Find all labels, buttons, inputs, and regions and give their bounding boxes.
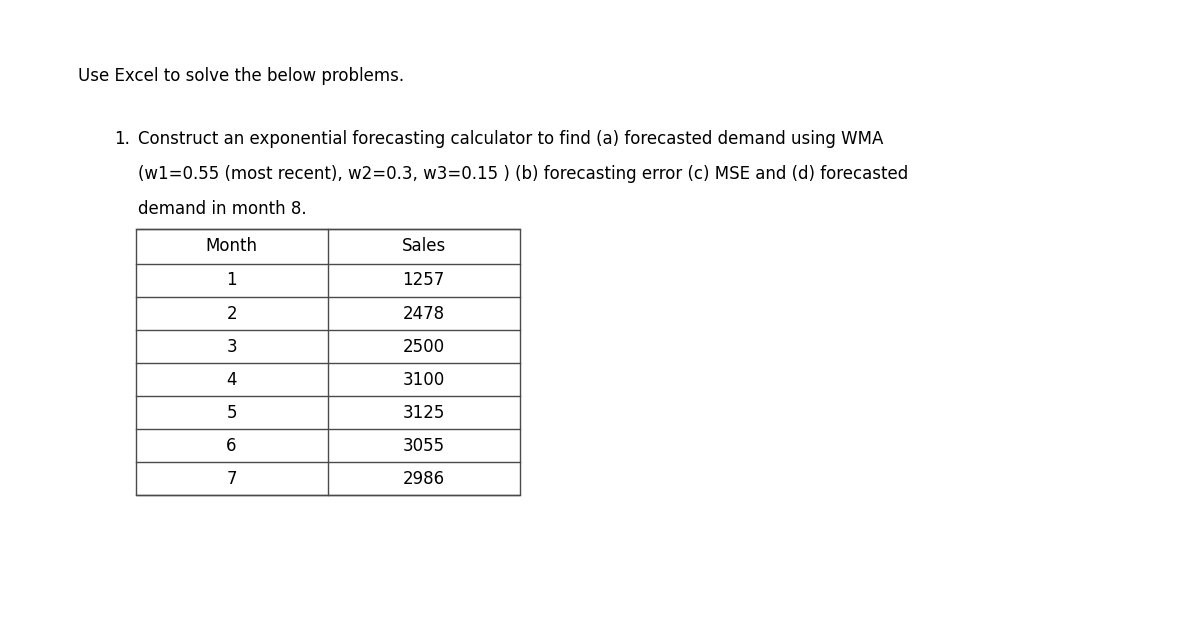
Text: Sales: Sales — [402, 237, 445, 256]
Text: 1: 1 — [227, 272, 236, 289]
Text: 6: 6 — [227, 437, 236, 455]
Text: Construct an exponential forecasting calculator to find (a) forecasted demand us: Construct an exponential forecasting cal… — [138, 130, 883, 148]
Text: 1257: 1257 — [402, 272, 445, 289]
Text: 5: 5 — [227, 404, 236, 422]
Text: demand in month 8.: demand in month 8. — [138, 200, 307, 218]
Text: 2986: 2986 — [402, 470, 445, 488]
Text: 2: 2 — [227, 305, 236, 322]
Bar — [136, 229, 520, 495]
Text: (w1=0.55 (most recent), w2=0.3, w3=0.15 ) (b) forecasting error (c) MSE and (d) : (w1=0.55 (most recent), w2=0.3, w3=0.15 … — [138, 165, 908, 183]
Text: Month: Month — [205, 237, 258, 256]
Text: Use Excel to solve the below problems.: Use Excel to solve the below problems. — [78, 67, 404, 85]
Text: 2478: 2478 — [402, 305, 445, 322]
Text: 3125: 3125 — [402, 404, 445, 422]
Text: 3100: 3100 — [402, 371, 445, 389]
Text: 3: 3 — [227, 338, 236, 356]
Text: 4: 4 — [227, 371, 236, 389]
Text: 3055: 3055 — [402, 437, 445, 455]
Text: 1.: 1. — [114, 130, 130, 148]
Text: 2500: 2500 — [402, 338, 445, 356]
Text: 7: 7 — [227, 470, 236, 488]
